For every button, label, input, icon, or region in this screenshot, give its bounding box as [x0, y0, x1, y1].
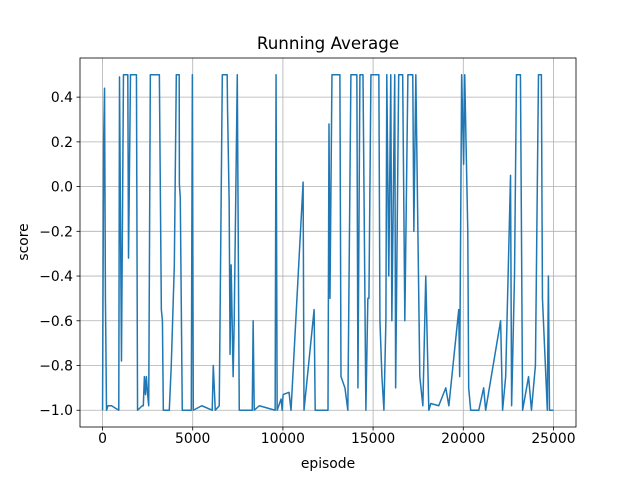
axes-frame — [79, 57, 577, 428]
data-line — [101, 74, 554, 411]
y-tick-label: −0.2 — [39, 224, 73, 240]
x-tick-label: 15000 — [351, 431, 395, 447]
y-axis-label: score — [16, 223, 32, 260]
y-tick-label: −0.6 — [39, 314, 73, 330]
y-tick-label: 0.2 — [51, 135, 73, 151]
x-axis-label: episode — [301, 456, 355, 472]
x-tick-label: 20000 — [441, 431, 485, 447]
x-tick-label: 25000 — [531, 431, 575, 447]
x-tick-label: 0 — [98, 431, 107, 447]
y-tick-label: −0.4 — [39, 269, 73, 285]
y-tick-label: 0.0 — [51, 180, 73, 196]
y-tick-label: −1.0 — [39, 403, 73, 419]
y-tick-label: 0.4 — [51, 90, 73, 106]
y-tick-label: −0.8 — [39, 359, 73, 375]
x-tick-label: 10000 — [261, 431, 305, 447]
x-tick-label: 5000 — [175, 431, 210, 447]
chart-title: Running Average — [257, 33, 399, 53]
